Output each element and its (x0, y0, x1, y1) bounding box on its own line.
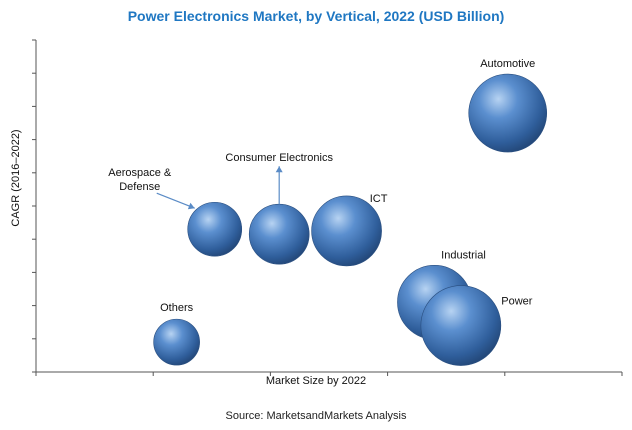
annotations: Automotive Consumer Electronics Aerospace … (108, 58, 535, 314)
bubble-label-others: Others (160, 302, 194, 314)
bubble-label-automotive: Automotive (480, 58, 535, 70)
bubble-aerospace-defense (187, 201, 243, 257)
y-axis-label: CAGR (2016–2022) (10, 129, 22, 227)
bubble-label-aerospace-defense: Aerospace & Defense (108, 167, 172, 193)
y-axis-label-container: CAGR (2016–2022) (5, 82, 27, 282)
bubble-power (420, 285, 502, 366)
bubbles (153, 73, 548, 366)
bubble-label-industrial: Industrial (441, 249, 486, 261)
arrow-aerospace-defense (156, 192, 195, 210)
bubble-others (153, 318, 200, 366)
bubble-consumer-electronics (248, 203, 310, 265)
bubble-label-power: Power (501, 296, 533, 308)
arrow-consumer-electronics (275, 166, 283, 205)
bubble-ict (311, 195, 382, 267)
bubble-automotive (468, 73, 548, 153)
bubble-label-consumer-electronics: Consumer Electronics (225, 152, 333, 164)
chart-title: Power Electronics Market, by Vertical, 2… (127, 8, 505, 24)
arrow-aerospace-defense-line (156, 192, 195, 209)
bubble-label-ict: ICT (370, 193, 388, 205)
axes (32, 39, 623, 376)
source-note: Source: MarketsandMarkets Analysis (225, 410, 407, 422)
x-axis-label: Market Size by 2022 (265, 375, 367, 387)
arrow-consumer-electronics-head (275, 166, 283, 173)
arrow-aerospace-defense-head (187, 202, 195, 210)
